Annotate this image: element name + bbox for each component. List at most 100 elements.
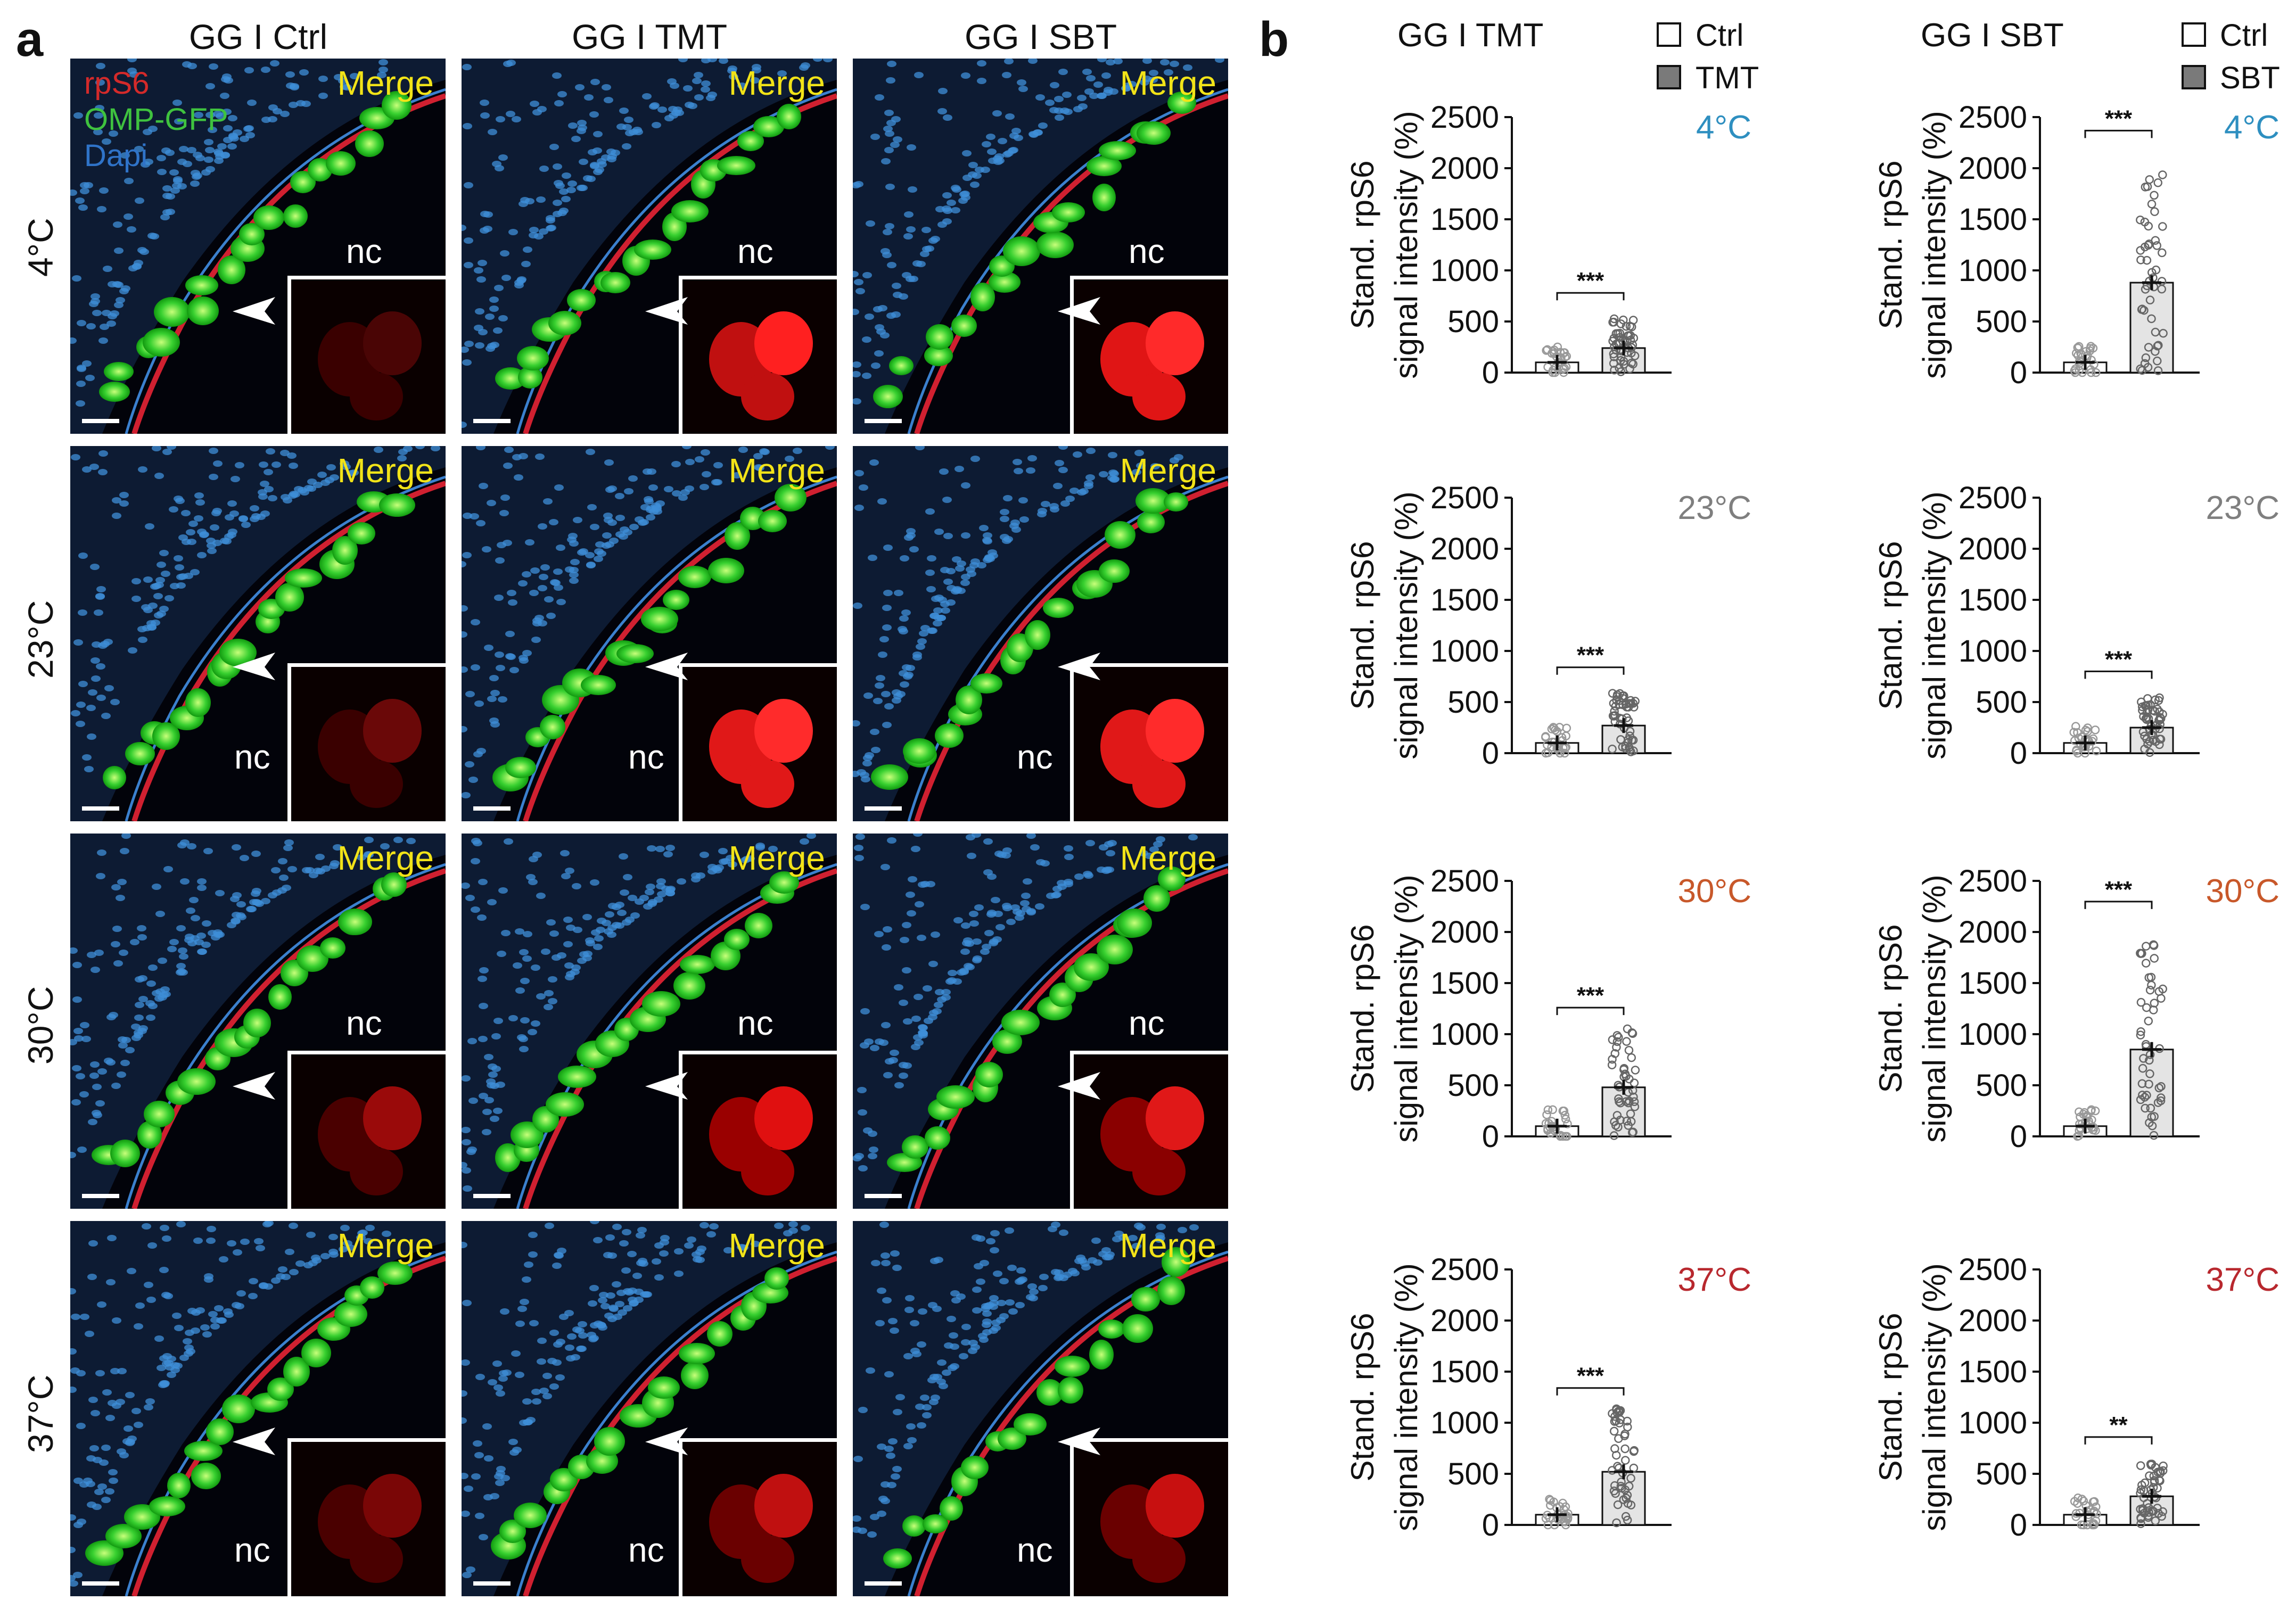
significance-label: *** [2105,646,2133,672]
merge-label: Merge [728,839,825,877]
micrograph-4C-sbt: Merge [853,59,1228,434]
data-point [1609,1426,1619,1436]
y-tick-label: 2500 [1430,1252,1499,1287]
data-point [1622,1117,1632,1126]
data-point [2136,1461,2145,1470]
data-point [2150,999,2159,1008]
data-point [1626,335,1635,345]
nasal-cavity-label: nc [234,1531,270,1569]
data-point [1548,1105,1557,1115]
data-point [2136,246,2145,255]
data-point [2157,1082,2166,1091]
data-point [1626,331,1635,340]
data-point [2138,1091,2147,1100]
y-tick-label: 2500 [1958,864,2027,898]
data-point [1614,1094,1623,1103]
data-point [2071,349,2081,358]
data-point [2153,1504,2162,1513]
rps6-inset [1070,276,1228,434]
data-point [1626,1474,1635,1483]
merge-label: Merge [337,839,434,877]
rps6-inset [287,276,446,434]
micrograph-4C-tmt: Merge [462,59,837,434]
y-tick-label: 2500 [1958,100,2027,135]
data-point [2145,1055,2154,1065]
data-point [2088,343,2098,353]
rps6-inset [287,1051,446,1209]
merge-label: Merge [728,1226,825,1265]
data-point [1562,723,1571,733]
nasal-cavity-label: nc [1129,232,1165,270]
arrowhead-icon [643,648,690,686]
y-tick-label: 1000 [1430,1017,1499,1052]
data-point [1561,1520,1570,1530]
significance-label: *** [1577,1363,1604,1389]
data-point [1611,1450,1621,1460]
y-tick-label: 2500 [1430,481,1499,515]
data-point [1561,1115,1570,1124]
data-point [1627,1053,1636,1062]
data-point [1561,1502,1570,1512]
legend-label-tmt: TMT [1696,61,1759,95]
rps6-inset [679,1438,837,1596]
y-tick-label: 0 [1482,1119,1499,1154]
significance-label: *** [1577,268,1604,294]
data-point [1630,1078,1639,1087]
data-point [2151,327,2160,337]
data-point [2147,980,2156,990]
data-point [1615,689,1625,698]
data-point [2154,987,2164,996]
y-tick-label: 500 [1447,1068,1499,1103]
significance-bracket [1556,666,1625,675]
data-point [1631,1066,1640,1075]
rps6-inset [1070,663,1228,821]
data-point [1630,1446,1639,1455]
data-point [1560,364,1569,373]
significance-bracket [1556,1006,1625,1016]
y-axis-label-line2: signal intensity (%) [1916,874,1952,1143]
micrograph-30C-ctrl: Merge [70,834,446,1209]
stain-label-omp-gfp: OMP-GFP [84,102,228,137]
data-point [2075,366,2084,375]
data-point [1613,1500,1623,1509]
data-point [1624,735,1633,744]
data-point [1627,358,1636,368]
data-point [2136,997,2146,1007]
scale-bar [473,806,511,811]
y-tick-label: 0 [1482,1508,1499,1542]
data-point [1610,1417,1619,1426]
data-point [2157,1512,2166,1521]
nasal-cavity-label: nc [1017,738,1053,776]
temperature-label: 23°C [1677,490,1751,526]
y-tick-label: 1000 [1958,634,2027,669]
data-point [1615,328,1625,338]
data-point [2076,349,2085,358]
data-point [1628,1029,1637,1038]
nasal-cavity-label: nc [737,232,773,270]
plot-column-title-tmt: GG I TMT [1397,17,1544,54]
merge-label: Merge [728,451,825,490]
legend-swatch-ctrl [1657,22,1681,47]
y-tick-label: 1000 [1958,253,2027,288]
data-point [2154,696,2163,705]
y-axis-label-line2: signal intensity (%) [1388,491,1424,760]
data-point [1560,748,1569,758]
nasal-cavity-label: nc [737,1004,773,1042]
data-point [1609,1131,1619,1140]
y-axis-label-line1: Stand. rpS6 [1345,1313,1380,1482]
data-point [1611,1121,1620,1130]
data-point [2153,366,2163,375]
data-point [1612,1031,1622,1040]
scale-bar [82,1581,119,1586]
data-point [1611,1489,1620,1498]
data-point [1560,348,1569,357]
data-point [1559,1106,1569,1116]
micrograph-30C-tmt: Merge [462,834,837,1209]
data-point [1612,1518,1621,1528]
data-point [1615,333,1625,342]
data-point [1560,1111,1570,1120]
bar-tmt [1601,1471,1646,1526]
rps6-inset [679,663,837,821]
merge-label: Merge [337,64,434,102]
data-point [1615,700,1624,709]
